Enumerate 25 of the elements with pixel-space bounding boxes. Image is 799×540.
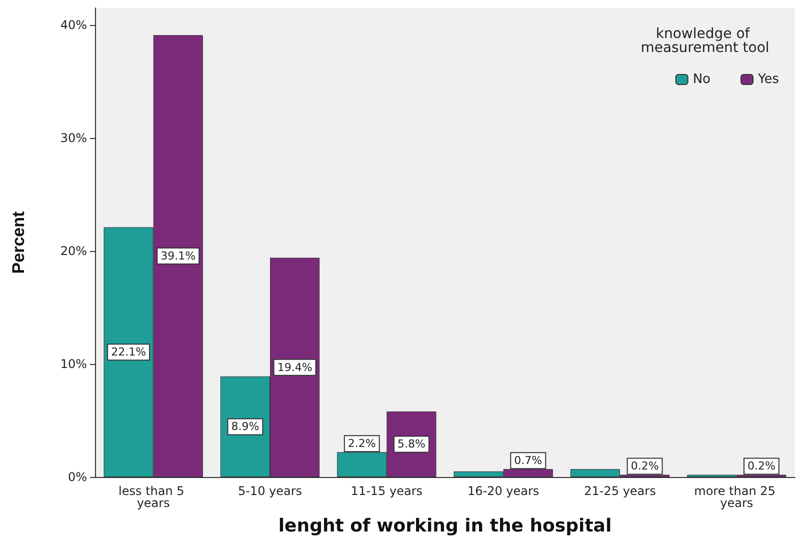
x-tick-label: 21-25 years bbox=[584, 484, 656, 498]
legend-label: Yes bbox=[757, 72, 780, 87]
data-label: 22.1% bbox=[111, 346, 146, 359]
y-tick-label: 30% bbox=[60, 130, 87, 145]
legend-label: No bbox=[692, 72, 711, 87]
data-label: 39.1% bbox=[160, 250, 196, 263]
legend-title: knowledge of measurement tool bbox=[640, 26, 770, 56]
data-label: 2.2% bbox=[348, 437, 376, 450]
y-tick-label: 40% bbox=[60, 18, 87, 32]
data-label: 5.8% bbox=[397, 438, 426, 451]
data-label: 19.4% bbox=[277, 360, 312, 374]
x-tick-label: 5-10 years bbox=[238, 484, 302, 498]
y-axis-title: Percent bbox=[9, 210, 28, 274]
x-tick-label: less than 5 years bbox=[118, 484, 188, 510]
x-axis-title: lenght of working in the hospital bbox=[278, 516, 612, 536]
data-label: 0.2% bbox=[630, 460, 659, 473]
x-tick-label: 16-20 years bbox=[467, 484, 540, 498]
y-tick-label: 0% bbox=[68, 470, 87, 484]
x-tick-label: 11-15 years bbox=[350, 484, 423, 498]
data-label: 0.2% bbox=[747, 460, 776, 473]
y-tick-label: 20% bbox=[60, 244, 87, 258]
x-tick-label: more than 25 years bbox=[694, 484, 780, 510]
y-tick-label: 10% bbox=[60, 356, 87, 371]
data-label: 8.9% bbox=[231, 420, 260, 434]
data-label: 0.7% bbox=[514, 454, 542, 468]
